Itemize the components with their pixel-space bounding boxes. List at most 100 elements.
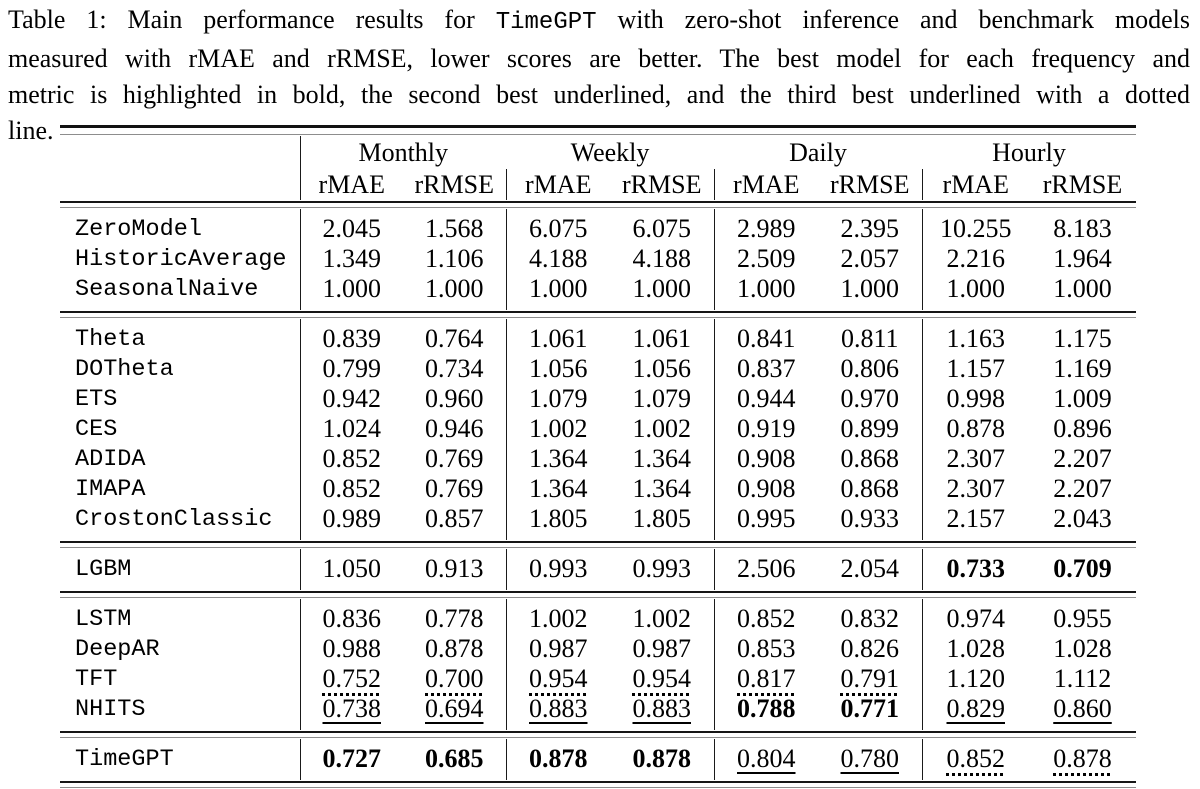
model-name: SeasonalNaive (75, 275, 259, 303)
value-cell: 0.804 (713, 739, 818, 780)
metric-value: 0.954 (529, 664, 588, 693)
metric-value: 0.878 (632, 744, 692, 773)
value-cell: 2.207 (1029, 444, 1136, 474)
metric-value: 0.852 (322, 444, 382, 473)
metric-value: 1.364 (632, 444, 692, 473)
metric-value: 1.061 (632, 324, 692, 353)
metric-value: 2.989 (737, 214, 796, 243)
model-name: ETS (75, 385, 118, 413)
metric-value: 0.908 (737, 474, 796, 503)
metric-value: 0.700 (425, 664, 484, 693)
value-cell: 0.993 (610, 549, 714, 590)
model-name: CrostonClassic (75, 505, 273, 533)
value-cell: 0.913 (403, 549, 506, 590)
metric-value: 1.000 (425, 274, 484, 303)
value-cell: 1.000 (403, 274, 506, 310)
metric-value: 0.883 (632, 694, 692, 723)
value-cell: 6.075 (610, 209, 714, 244)
value-cell: 1.120 (921, 664, 1029, 694)
caption-text: Table 1: Main performance results for (8, 5, 496, 34)
value-cell: 0.738 (299, 694, 403, 730)
metric-value: 4.188 (632, 244, 692, 273)
value-cell: 0.908 (713, 474, 818, 504)
metric-value: 0.998 (946, 384, 1006, 413)
value-cell: 1.112 (1029, 664, 1136, 694)
metric-value: 0.852 (737, 604, 796, 633)
metric-value: 2.395 (840, 214, 900, 243)
metric-value: 0.868 (840, 444, 900, 473)
value-cell: 1.364 (610, 474, 714, 504)
model-name: LGBM (75, 555, 132, 583)
value-cell: 0.860 (1029, 694, 1136, 730)
metric-value: 2.307 (946, 474, 1006, 503)
value-cell: 0.853 (713, 634, 818, 664)
table-caption: Table 1: Main performance results for Ti… (8, 2, 1190, 149)
metric-value: 0.832 (840, 604, 900, 633)
value-cell: 1.024 (299, 414, 403, 444)
metric-value: 1.000 (946, 274, 1006, 303)
value-cell: 0.933 (818, 504, 922, 540)
metric-value: 0.933 (840, 504, 900, 533)
value-cell: 0.764 (403, 319, 506, 354)
metric-value: 2.207 (1053, 444, 1112, 473)
metric-value: 0.829 (946, 694, 1006, 723)
value-cell: 0.799 (299, 354, 403, 384)
table-row-imapa: IMAPA 0.852 0.769 1.364 1.364 0.908 0.868 2.307… (60, 474, 1136, 504)
metric-value: 0.769 (425, 474, 484, 503)
value-cell: 0.839 (299, 319, 403, 354)
metric-value: 0.974 (946, 604, 1006, 633)
metric-value: 0.988 (322, 634, 382, 663)
value-cell: 1.061 (505, 319, 610, 354)
metric-value: 0.995 (737, 504, 796, 533)
value-cell: 2.043 (1029, 504, 1136, 540)
table-top-rule-cell (60, 124, 1136, 136)
metric-value: 1.056 (632, 354, 692, 383)
metric-value: 1.061 (529, 324, 588, 353)
model-name: IMAPA (75, 475, 146, 503)
value-cell: 2.045 (299, 209, 403, 244)
metric-value: 0.733 (946, 554, 1006, 583)
metric-value: 0.987 (529, 634, 588, 663)
value-cell: 1.009 (1029, 384, 1136, 414)
metric-value: 0.955 (1053, 604, 1112, 633)
section-rule (60, 310, 1136, 319)
metric-value: 1.964 (1053, 244, 1112, 273)
value-cell: 0.919 (713, 414, 818, 444)
value-cell: 1.000 (299, 274, 403, 310)
table-row-seasonalnaive: SeasonalNaive 1.000 1.000 1.000 1.000 1.000 1.… (60, 274, 1136, 310)
metric-value: 10.255 (940, 214, 1012, 243)
section-rule-cell (60, 540, 1136, 549)
table-row-deepar: DeepAR 0.988 0.878 0.987 0.987 0.853 0.826 1.02… (60, 634, 1136, 664)
value-cell: 2.395 (818, 209, 922, 244)
metric-value: 2.506 (737, 554, 796, 583)
metric-value: 0.837 (737, 354, 796, 383)
metric-value: 0.899 (840, 414, 900, 443)
caption-line-2: measured with rMAE and rRMSE, lower scor… (8, 44, 1190, 73)
table-row-theta: Theta 0.839 0.764 1.061 1.061 0.841 0.811 1.163… (60, 319, 1136, 354)
metric-value: 1.112 (1053, 664, 1112, 693)
model-name: ADIDA (75, 445, 146, 473)
metric-value: 1.163 (946, 324, 1006, 353)
model-name: TFT (75, 665, 118, 693)
section-rule (60, 590, 1136, 599)
metric-value: 0.685 (425, 744, 484, 773)
table-row-adida: ADIDA 0.852 0.769 1.364 1.364 0.908 0.868 2.307… (60, 444, 1136, 474)
metric-value: 2.045 (322, 214, 382, 243)
metric-header-hourly-rrmse: rRMSE (1042, 169, 1123, 199)
metric-value: 0.804 (737, 744, 796, 773)
table-row-lstm: LSTM 0.836 0.778 1.002 1.002 0.852 0.832 0.974 0… (60, 599, 1136, 634)
value-cell: 0.878 (1029, 739, 1136, 780)
metric-value: 0.970 (840, 384, 900, 413)
value-cell: 1.002 (505, 414, 610, 444)
table-row-zeromodel: ZeroModel 2.045 1.568 6.075 6.075 2.989 2.395 1… (60, 209, 1136, 244)
horizontal-rule (60, 541, 1136, 548)
value-cell: 0.852 (713, 599, 818, 634)
value-cell: 0.974 (921, 599, 1029, 634)
table-row-dotheta: DOTheta 0.799 0.734 1.056 1.056 0.837 0.806 1.1… (60, 354, 1136, 384)
value-cell: 10.255 (921, 209, 1029, 244)
metric-value: 0.954 (632, 664, 692, 693)
value-cell: 0.791 (818, 664, 922, 694)
metric-value: 1.079 (529, 384, 588, 413)
value-cell: 0.946 (403, 414, 506, 444)
value-cell: 1.056 (610, 354, 714, 384)
